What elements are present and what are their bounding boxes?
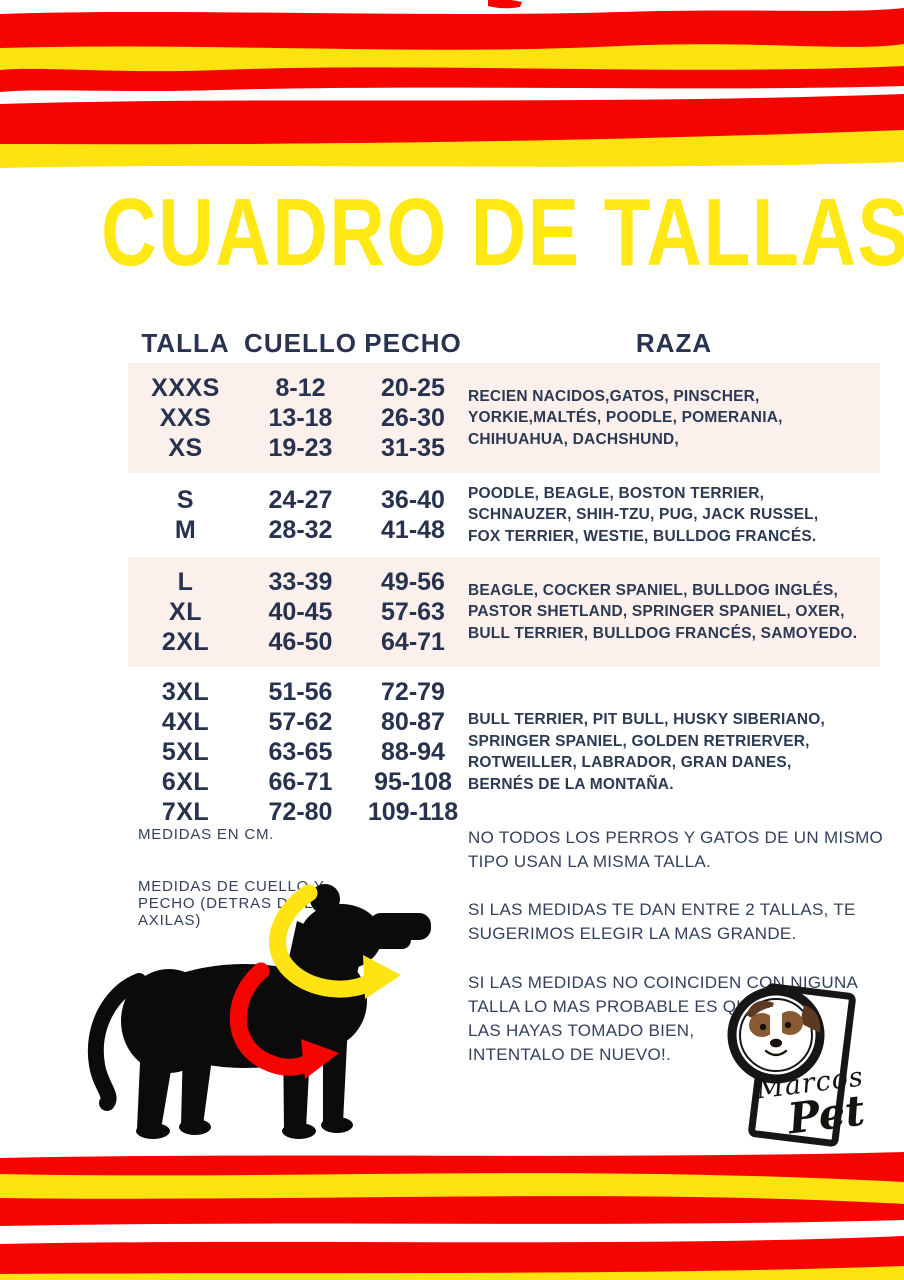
cuello-cell: 57-62: [268, 708, 333, 737]
cuello-cell: 40-45: [268, 598, 333, 627]
table-row: 4XL 57-62 80-87: [128, 707, 468, 737]
pecho-cell: 88-94: [381, 738, 445, 767]
header-raza: RAZA: [635, 327, 713, 358]
pecho-cell: 26-30: [381, 404, 445, 432]
talla-cell: XXS: [159, 404, 212, 432]
logo-badge-ring: [739, 998, 813, 1072]
cuello-cell: 72-80: [268, 798, 333, 827]
logo-dog-face: [746, 1000, 821, 1059]
talla-cell: 3XL: [161, 678, 210, 707]
size-values: S 24-27 36-40 M 28-32 41-48: [128, 485, 468, 545]
size-group-3xl-7xl: 3XL 51-56 72-79 4XL 57-62 80-87 5XL 63-6…: [128, 667, 880, 837]
talla-cell: S: [176, 486, 195, 515]
pecho-cell: 95-108: [374, 768, 452, 797]
cuello-cell: 19-23: [268, 434, 333, 462]
table-row: XS 19-23 31-35: [128, 433, 468, 463]
table-row: XXS 13-18 26-30: [128, 403, 468, 433]
advice-notes: NO TODOS LOS PERROS Y GATOS DE UN MISMO …: [468, 826, 892, 1091]
top-paint-speck: [488, 0, 522, 9]
bottom-stripe-yellow-2: [0, 1266, 904, 1280]
cuello-cell: 13-18: [268, 404, 333, 432]
top-stripes: [0, 0, 904, 168]
bottom-stripe-red-2: [0, 1236, 904, 1274]
talla-cell: 4XL: [161, 708, 210, 737]
pecho-cell: 72-79: [381, 678, 445, 707]
table-header-row: TALLA CUELLO PECHO RAZA: [128, 323, 880, 363]
talla-cell: 6XL: [161, 768, 210, 797]
talla-cell: 5XL: [161, 738, 210, 767]
size-group-xxxs-xs: XXXS 8-12 20-25 XXS 13-18 26-30 XS 19-23…: [128, 363, 880, 473]
pecho-cell: 57-63: [381, 598, 445, 627]
table-row: M 28-32 41-48: [128, 515, 468, 545]
talla-cell: M: [174, 516, 197, 545]
advice-paragraph: NO TODOS LOS PERROS Y GATOS DE UN MISMO …: [468, 828, 884, 872]
pecho-cell: 31-35: [381, 434, 445, 462]
page-title-text: CUADRO DE TALLAS: [101, 179, 904, 286]
talla-cell: XS: [168, 434, 203, 462]
cuello-cell: 28-32: [268, 516, 333, 545]
pecho-cell: 36-40: [381, 486, 445, 515]
cuello-cell: 66-71: [268, 768, 333, 797]
table-row: 7XL 72-80 109-118: [128, 797, 468, 827]
raza-list: BEAGLE, COCKER SPANIEL, BULLDOG INGLÉS, …: [468, 582, 858, 642]
table-row: 6XL 66-71 95-108: [128, 767, 468, 797]
table-row: L 33-39 49-56: [128, 567, 468, 597]
size-table: TALLA CUELLO PECHO RAZA XXXS 8-12 20-25 …: [128, 323, 880, 837]
cuello-cell: 46-50: [268, 628, 333, 657]
talla-cell: XXXS: [151, 374, 220, 402]
header-talla: TALLA: [141, 327, 230, 358]
talla-cell: L: [177, 568, 194, 597]
table-row: 5XL 63-65 88-94: [128, 737, 468, 767]
pecho-cell: 20-25: [381, 374, 445, 402]
bottom-stripe-yellow-1: [0, 1173, 904, 1204]
chest-measure-arrow-icon: [229, 962, 339, 1079]
table-row: 3XL 51-56 72-79: [128, 677, 468, 707]
table-row: XL 40-45 57-63: [128, 597, 468, 627]
cuello-cell: 51-56: [268, 678, 333, 707]
top-stripe-red-2: [0, 94, 904, 145]
pecho-cell: 80-87: [381, 708, 445, 737]
raza-list: POODLE, BEAGLE, BOSTON TERRIER, SCHNAUZE…: [468, 485, 819, 545]
neck-measure-arrow-icon: [269, 884, 401, 999]
size-values: 3XL 51-56 72-79 4XL 57-62 80-87 5XL 63-6…: [128, 677, 468, 827]
raza-list: RECIEN NACIDOS,GATOS, PINSCHER, YORKIE,M…: [468, 387, 783, 448]
pecho-cell: 49-56: [381, 568, 445, 597]
size-values: XXXS 8-12 20-25 XXS 13-18 26-30 XS 19-23…: [128, 373, 468, 463]
talla-cell: XL: [169, 598, 202, 627]
cuello-cell: 33-39: [268, 568, 333, 597]
raza-list: BULL TERRIER, PIT BULL, HUSKY SIBERIANO,…: [468, 711, 826, 793]
size-group-s-m: S 24-27 36-40 M 28-32 41-48 POODLE, BEAG…: [128, 473, 880, 557]
talla-cell: 7XL: [161, 798, 210, 827]
page-title: CUADRO DE TALLAS: [0, 178, 904, 288]
talla-cell: 2XL: [161, 628, 210, 657]
note-units: MEDIDAS EN CM.: [138, 826, 275, 843]
logo-brand-word: Pet: [785, 1085, 868, 1144]
size-values: L 33-39 49-56 XL 40-45 57-63 2XL 46-50 6…: [128, 567, 468, 657]
advice-paragraph: SI LAS MEDIDAS TE DAN ENTRE 2 TALLAS, TE…: [468, 900, 856, 944]
dog-measure-illustration: [87, 884, 431, 1139]
table-row: XXXS 8-12 20-25: [128, 373, 468, 403]
pecho-cell: 64-71: [381, 628, 445, 657]
cuello-cell: 8-12: [275, 374, 326, 402]
header-pecho: PECHO: [364, 327, 462, 358]
pecho-cell: 109-118: [367, 798, 459, 827]
top-stripe-yellow-1: [0, 44, 904, 72]
table-row: 2XL 46-50 64-71: [128, 627, 468, 657]
cuello-cell: 24-27: [268, 486, 333, 515]
bottom-stripes: [0, 1152, 904, 1280]
table-row: S 24-27 36-40: [128, 485, 468, 515]
brand-logo: [727, 983, 856, 1147]
top-stripe-yellow-2: [0, 130, 904, 168]
header-cuello: CUELLO: [244, 327, 357, 358]
pecho-cell: 41-48: [381, 516, 445, 545]
dog-silhouette: [87, 884, 431, 1139]
size-group-l-2xl: L 33-39 49-56 XL 40-45 57-63 2XL 46-50 6…: [128, 557, 880, 668]
cuello-cell: 63-65: [268, 738, 333, 767]
